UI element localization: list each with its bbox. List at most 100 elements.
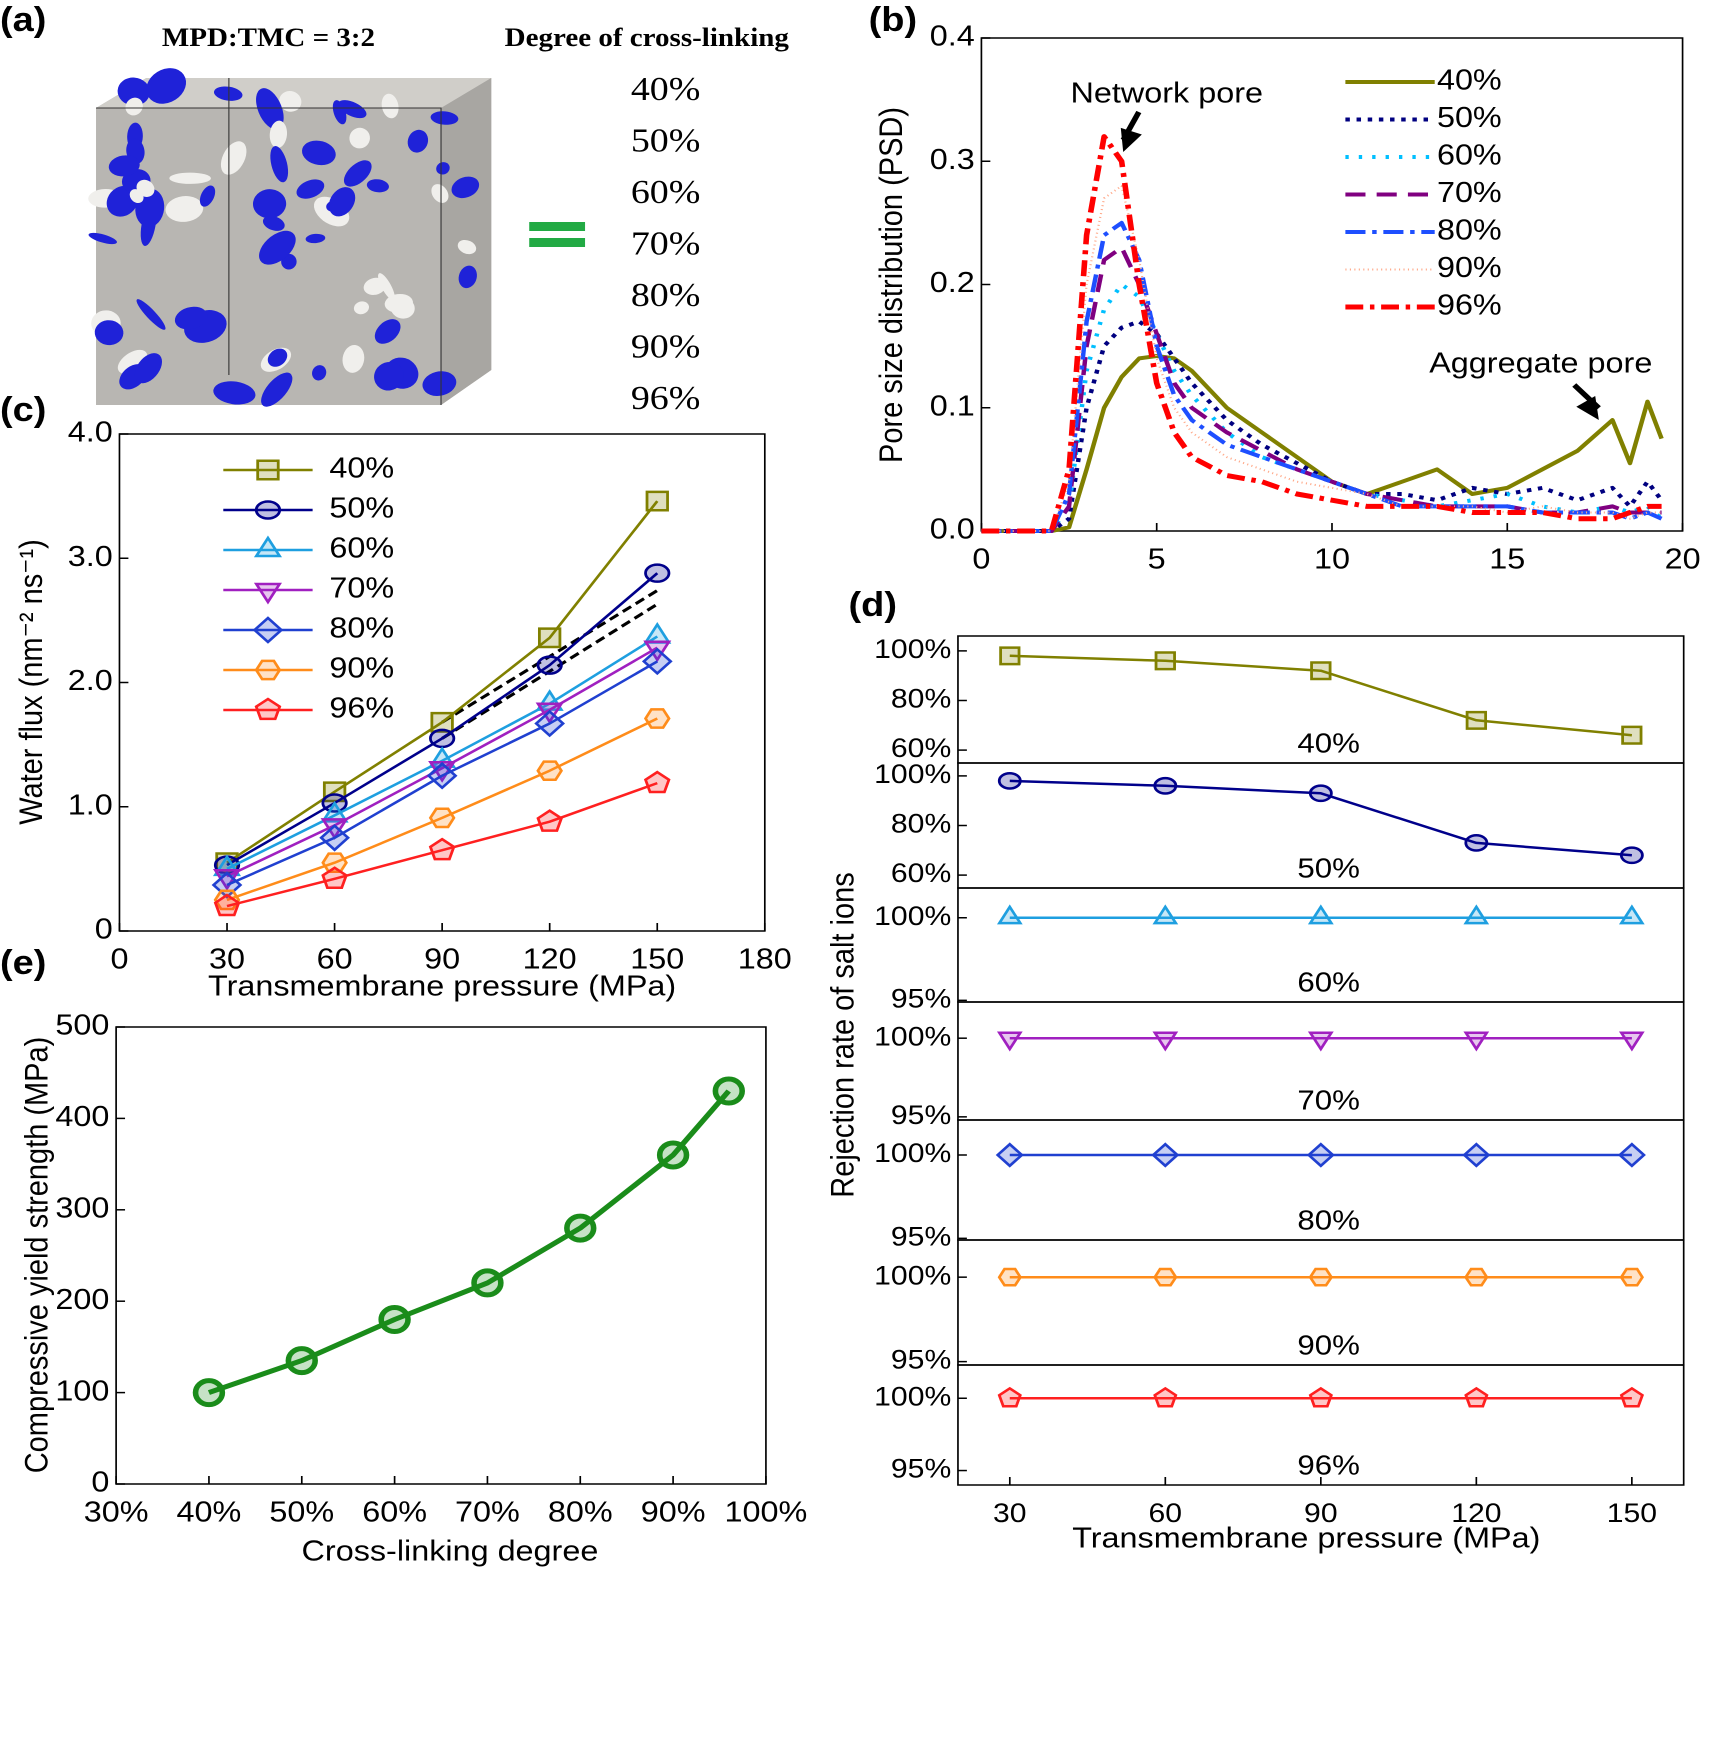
marker — [996, 904, 1023, 925]
pore-blob — [374, 361, 404, 391]
series-line — [226, 572, 659, 867]
y-tick-label: 95% — [891, 1100, 951, 1130]
pore-blob — [199, 185, 216, 207]
chart: 95% 100% 90% — [874, 1239, 1685, 1375]
x-tick-label: 30 — [993, 1499, 1027, 1529]
marker — [254, 500, 282, 520]
equals-bar — [529, 238, 586, 247]
x-tick-label: 30 — [209, 942, 245, 975]
y-tick-label: 4.0 — [68, 415, 113, 448]
x-tick-label: 50% — [269, 1495, 334, 1528]
panel-label: (c) — [0, 390, 46, 429]
chart: 60% 80% 100% (d) Rejection rate of salt ions… — [824, 585, 1685, 1198]
series-line — [226, 646, 659, 878]
pore-blob — [342, 345, 365, 373]
y-tick-label: 80% — [891, 809, 951, 839]
series-line — [226, 781, 658, 908]
y-tick-label: 95% — [891, 1222, 951, 1252]
marker — [252, 616, 284, 644]
x-tick-label: 120 — [523, 942, 577, 975]
marker — [1308, 784, 1333, 803]
pore-blob — [136, 179, 155, 197]
pore-blob — [338, 100, 367, 119]
chart: 95% 100% 30 60 90 120 150 Transmembrane pressur… — [874, 1364, 1685, 1554]
panel-a: (a) MPD:TMC = 3:2 Degree of cross-linkin… — [0, 0, 789, 416]
legend-label: 80% — [329, 611, 394, 644]
marker — [429, 728, 456, 749]
series-line — [1009, 779, 1633, 857]
plot-frame — [115, 1026, 767, 1485]
panel-label: (d) — [849, 585, 897, 624]
x-tick-label: 40% — [177, 1495, 242, 1528]
marker — [1306, 1142, 1335, 1168]
marker — [1153, 1386, 1178, 1408]
legend-label: 50% — [1437, 101, 1502, 134]
degree-label: 60% — [631, 173, 701, 211]
degree-label: 90% — [631, 327, 701, 365]
marker — [213, 893, 241, 917]
series-line — [981, 184, 1662, 532]
marker — [1308, 1267, 1334, 1287]
marker — [712, 1076, 745, 1106]
ratio-title: MPD:TMC = 3:2 — [162, 22, 375, 51]
y-tick-label: 100% — [874, 759, 951, 789]
x-tick-label: 10 — [1314, 542, 1350, 575]
degree-label: 50% — [631, 121, 701, 159]
pore-blob — [436, 162, 450, 175]
marker — [319, 824, 350, 852]
marker — [426, 761, 458, 790]
marker — [999, 646, 1021, 666]
series-label: 50% — [1297, 853, 1360, 884]
x-tick-label: 20 — [1665, 542, 1701, 575]
legend-label: 40% — [1437, 63, 1502, 96]
y-tick-label: 0 — [91, 1465, 109, 1498]
marker — [643, 708, 671, 729]
marker — [997, 771, 1022, 790]
chart: 60% 80% 100% 50% — [874, 759, 1685, 889]
x-tick-label: 60 — [1149, 1499, 1183, 1529]
x-axis-label: Cross-linking degree — [302, 1534, 599, 1567]
legend-label: 90% — [1437, 251, 1502, 284]
pore-blob — [252, 189, 287, 219]
pore-blob — [125, 97, 143, 116]
marker — [1153, 776, 1178, 795]
pore-blob — [296, 179, 325, 199]
series-label: 40% — [1297, 728, 1360, 759]
marker — [428, 837, 456, 861]
y-tick-label: 100% — [874, 634, 951, 664]
marker — [1618, 1031, 1645, 1052]
y-tick-label: 60% — [891, 734, 951, 764]
marker — [644, 563, 671, 583]
y-tick-label: 200 — [55, 1282, 109, 1315]
x-tick-label: 0 — [972, 542, 990, 575]
series-line — [981, 354, 1664, 533]
chart: 95% 100% 60% — [874, 887, 1685, 1014]
legend-label: 60% — [329, 531, 394, 564]
marker — [321, 866, 348, 889]
marker — [995, 1142, 1024, 1168]
marker — [1619, 846, 1644, 865]
annotation: Aggregate pore — [1429, 346, 1652, 379]
pore-blob — [279, 91, 302, 112]
marker — [428, 807, 456, 829]
series-label: 80% — [1297, 1205, 1360, 1236]
chart: 0 1.0 2.0 3.0 4.0 0 30 60 90 120 150 180 (c) Water fl… — [0, 390, 792, 1002]
y-tick-label: 60% — [891, 859, 951, 889]
marker — [192, 1378, 226, 1408]
pore-blob — [349, 127, 370, 149]
series-line — [226, 635, 659, 870]
pore-blob — [174, 306, 208, 330]
pore-blob — [256, 88, 284, 130]
x-tick-label: 0 — [110, 942, 128, 975]
series-label: 96% — [1297, 1450, 1360, 1481]
marker — [254, 659, 282, 681]
y-tick-label: 3.0 — [68, 539, 113, 572]
x-tick-label: 80% — [548, 1495, 613, 1528]
series-line — [226, 660, 659, 887]
x-tick-label: 5 — [1148, 542, 1166, 575]
pore-blob — [374, 319, 401, 344]
x-tick-label: 60% — [362, 1495, 427, 1528]
legend-label: 70% — [1437, 176, 1502, 209]
